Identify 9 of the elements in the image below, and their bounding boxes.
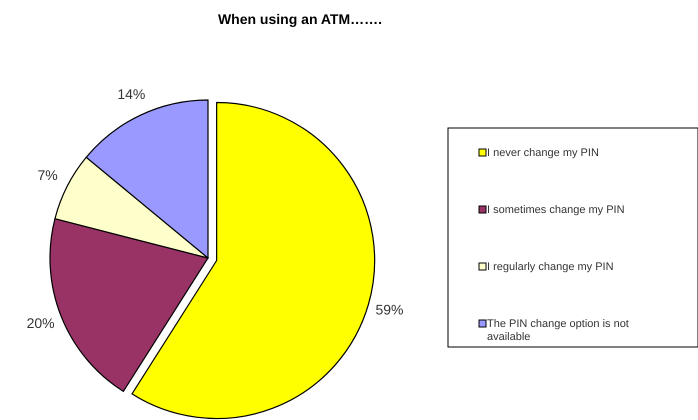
legend-label: I sometimes change my PIN bbox=[487, 204, 625, 216]
chart-title: When using an ATM……. bbox=[218, 11, 382, 27]
data-label: 7% bbox=[38, 166, 58, 183]
legend-label: The PIN change option is not available bbox=[487, 318, 629, 343]
legend-label: I regularly change my PIN bbox=[487, 260, 614, 273]
data-label: 59% bbox=[375, 301, 404, 318]
legend-label: I never change my PIN bbox=[487, 146, 599, 159]
data-label: 14% bbox=[117, 86, 146, 102]
data-label: 20% bbox=[26, 314, 55, 331]
